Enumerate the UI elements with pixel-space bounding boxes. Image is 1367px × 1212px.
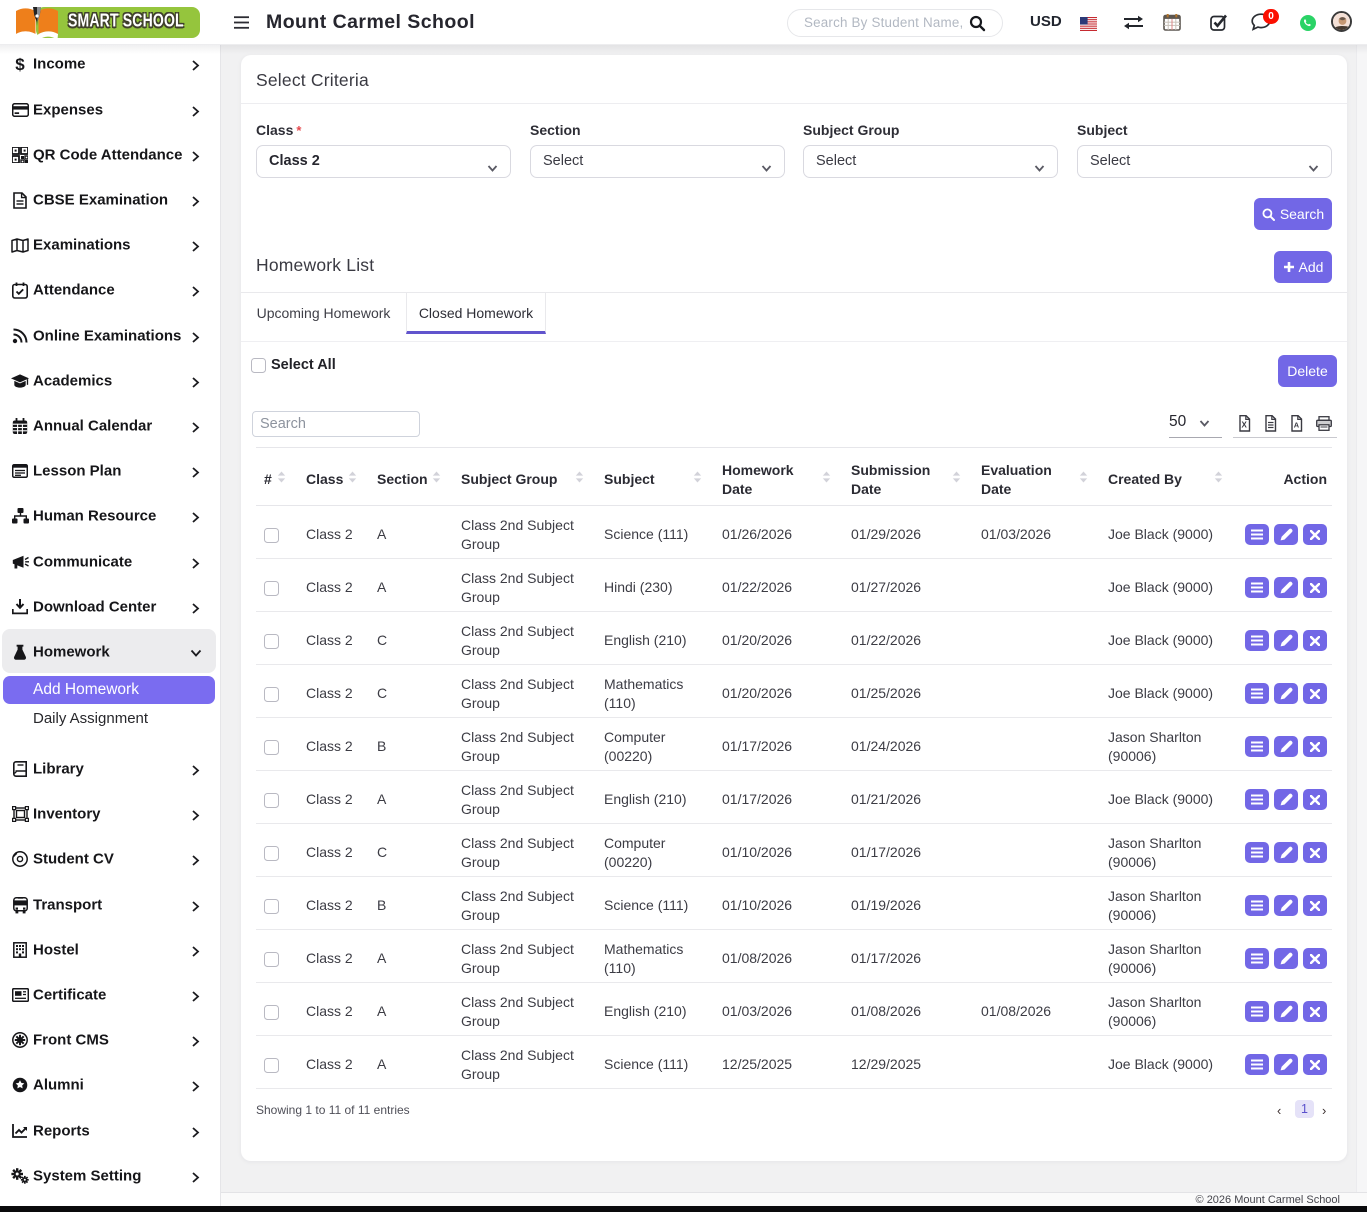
svg-text:$: $: [15, 55, 25, 73]
svg-text:X: X: [1242, 420, 1248, 429]
svg-text:A: A: [1294, 421, 1300, 430]
